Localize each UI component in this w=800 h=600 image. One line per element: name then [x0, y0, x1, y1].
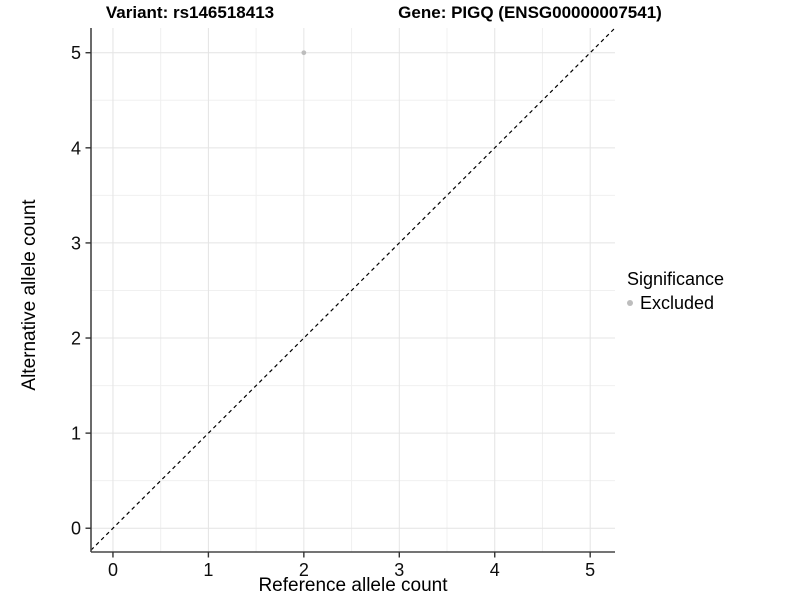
x-tick-label: 0	[108, 560, 118, 580]
x-tick-label: 5	[585, 560, 595, 580]
excluded-point-icon	[627, 300, 633, 306]
y-tick-label: 0	[71, 519, 81, 539]
y-tick-label: 5	[71, 43, 81, 63]
legend-item-label: Excluded	[640, 293, 715, 313]
x-tick-label: 4	[490, 560, 500, 580]
legend: Significance Excluded	[627, 268, 724, 314]
legend-item-excluded: Excluded	[627, 292, 724, 314]
y-tick-label: 4	[71, 138, 81, 158]
legend-title: Significance	[627, 269, 725, 289]
x-tick-label: 3	[394, 560, 404, 580]
y-tick-label: 3	[71, 233, 81, 253]
plot-title-gene: Gene: PIGQ (ENSG00000007541)	[398, 3, 662, 22]
x-tick-label: 2	[299, 560, 309, 580]
x-tick-label: 1	[203, 560, 213, 580]
y-tick-label: 1	[71, 424, 81, 444]
y-tick-label: 2	[71, 329, 81, 349]
y-axis-title: Alternative allele count	[19, 199, 40, 391]
data-point	[301, 50, 307, 56]
plot-title-variant: Variant: rs146518413	[105, 3, 275, 22]
identity-line	[90, 27, 616, 551]
x-axis-title: Reference allele count	[258, 575, 448, 596]
